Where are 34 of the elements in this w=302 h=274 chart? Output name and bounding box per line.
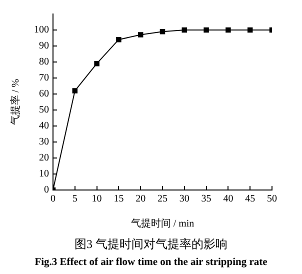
point xyxy=(160,28,166,34)
point xyxy=(226,27,231,33)
point xyxy=(182,27,188,33)
y-tick-label: 0 xyxy=(44,184,49,196)
x-tick-label: 35 xyxy=(201,194,212,205)
x-tick-label: 50 xyxy=(267,194,277,205)
caption: Fig.3 Effect of air flow time on the air stripping rate xyxy=(34,257,268,268)
y-tick-label: 50 xyxy=(39,104,49,116)
caption: 图3 气提时间对气提率的影响 xyxy=(74,236,228,253)
y-tick-label: 20 xyxy=(39,152,49,164)
x-axis-title: 气提时间 / min xyxy=(130,218,194,230)
y-tick-label: 100 xyxy=(34,24,49,36)
y-tick-label: 80 xyxy=(39,56,49,68)
y-tick-label: 70 xyxy=(39,72,49,84)
y-tick-label: 30 xyxy=(39,136,49,148)
y-tick-label: 10 xyxy=(39,168,49,180)
x-tick-label: 5 xyxy=(72,194,78,205)
x-tick-label: 10 xyxy=(92,194,102,205)
point xyxy=(138,32,144,38)
x-tick-label: 40 xyxy=(223,194,234,205)
y-tick-label: 90 xyxy=(39,40,49,52)
point xyxy=(204,27,209,33)
y-tick-label: 40 xyxy=(39,120,49,132)
point xyxy=(247,27,253,33)
y-axis-title: 气提率 / % xyxy=(10,78,22,126)
point xyxy=(94,60,100,66)
x-tick-label: 45 xyxy=(245,194,256,205)
x-tick-label: 15 xyxy=(114,194,124,205)
x-tick-label: 25 xyxy=(158,194,168,205)
x-tick-label: 20 xyxy=(136,194,146,205)
point xyxy=(116,36,122,42)
x-tick-label: 30 xyxy=(179,194,190,205)
y-tick-label: 60 xyxy=(39,88,49,100)
point xyxy=(72,88,78,94)
